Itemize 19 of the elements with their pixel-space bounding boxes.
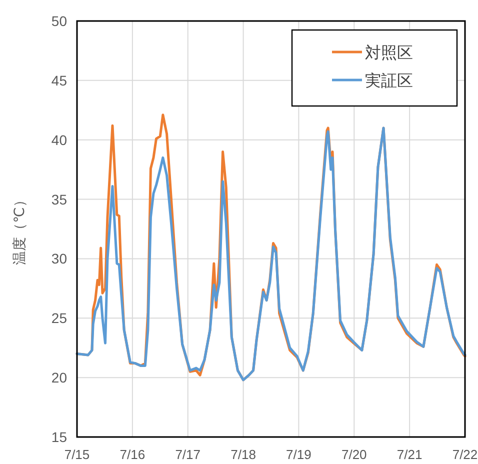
x-tick-label: 7/17 bbox=[175, 447, 201, 462]
y-axis-title: 温度（℃） bbox=[11, 193, 27, 265]
y-tick-label: 30 bbox=[51, 250, 68, 267]
y-tick-label: 40 bbox=[51, 132, 68, 148]
y-tick-label: 45 bbox=[51, 72, 68, 88]
y-tick-label: 15 bbox=[51, 429, 68, 445]
x-tick-label: 7/19 bbox=[286, 447, 312, 462]
x-tick-label: 7/20 bbox=[341, 447, 367, 462]
x-tick-label: 7/15 bbox=[64, 447, 90, 462]
y-tick-label: 20 bbox=[51, 370, 68, 386]
y-tick-label: 50 bbox=[51, 13, 68, 29]
legend-label: 対照区 bbox=[365, 44, 413, 62]
y-tick-label: 25 bbox=[51, 310, 68, 326]
legend-label: 実証区 bbox=[365, 72, 413, 90]
x-tick-label: 7/18 bbox=[230, 447, 256, 462]
y-tick-label: 35 bbox=[51, 191, 68, 208]
x-tick-label: 7/22 bbox=[452, 447, 478, 462]
x-tick-label: 7/21 bbox=[396, 447, 422, 462]
x-tick-label: 7/16 bbox=[120, 447, 146, 462]
